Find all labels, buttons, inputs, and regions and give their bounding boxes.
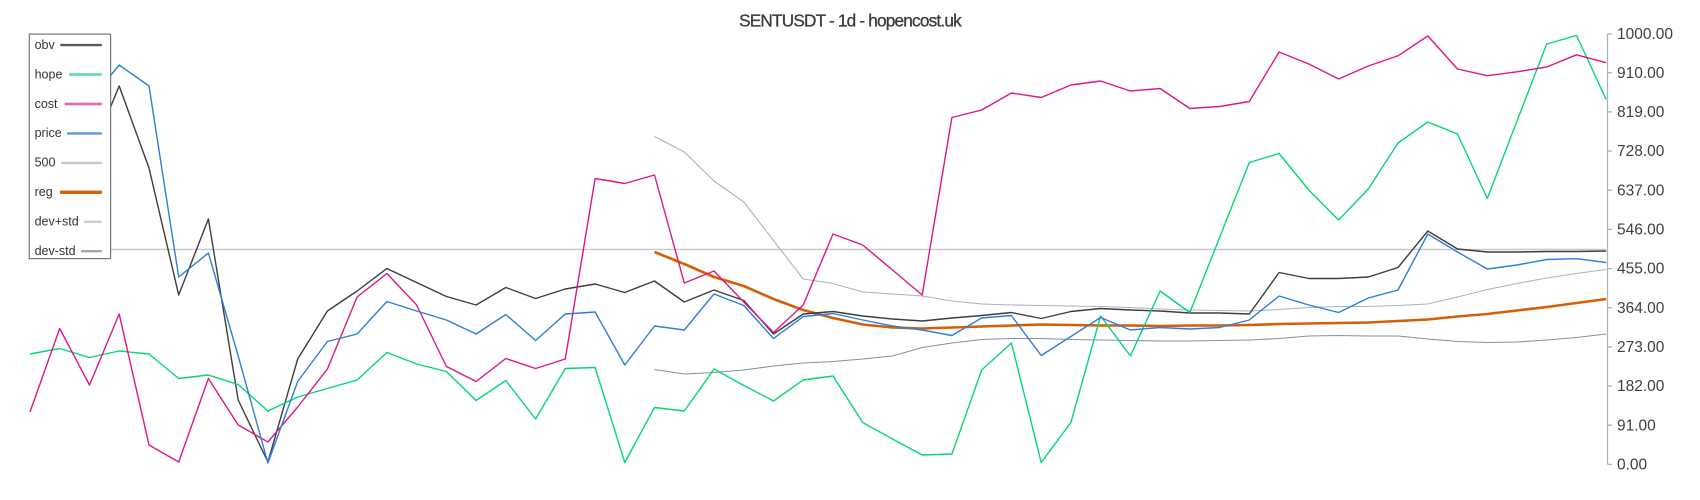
svg-text:dev+std: dev+std (35, 215, 79, 229)
svg-text:dev-std: dev-std (35, 244, 76, 258)
svg-text:819.00: 819.00 (1617, 104, 1665, 121)
svg-text:728.00: 728.00 (1617, 143, 1665, 160)
svg-text:price: price (35, 126, 62, 140)
svg-text:364.00: 364.00 (1617, 300, 1665, 317)
svg-text:reg: reg (35, 185, 53, 199)
svg-text:91.00: 91.00 (1617, 417, 1656, 434)
svg-text:obv: obv (35, 38, 56, 52)
svg-text:SENTUSDT - 1d - hopencost.uk: SENTUSDT - 1d - hopencost.uk (739, 11, 962, 31)
svg-text:500: 500 (35, 156, 56, 170)
svg-text:0.00: 0.00 (1617, 456, 1648, 473)
svg-text:cost: cost (35, 97, 58, 111)
svg-text:546.00: 546.00 (1617, 221, 1665, 238)
svg-text:273.00: 273.00 (1617, 339, 1665, 356)
svg-text:1000.00: 1000.00 (1617, 26, 1673, 43)
svg-text:910.00: 910.00 (1617, 65, 1665, 82)
svg-text:182.00: 182.00 (1617, 378, 1665, 395)
svg-text:637.00: 637.00 (1617, 182, 1665, 199)
svg-text:455.00: 455.00 (1617, 261, 1665, 278)
svg-text:hope: hope (35, 67, 63, 81)
